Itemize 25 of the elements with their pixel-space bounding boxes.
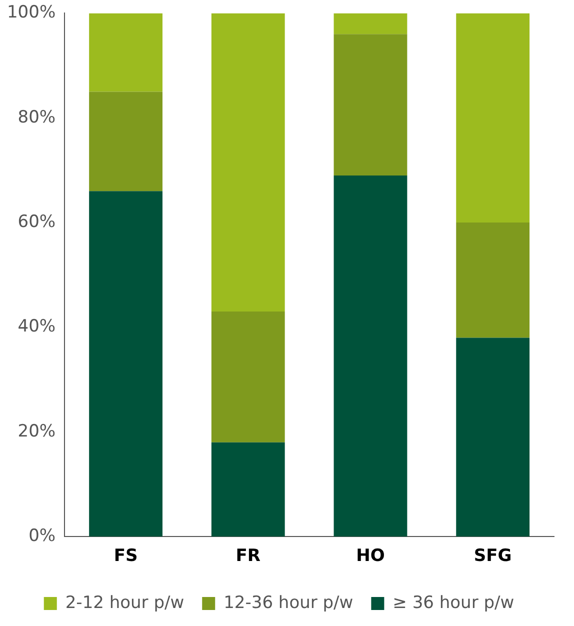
legend-label: 12-36 hour p/w xyxy=(224,592,354,613)
legend-label: 2-12 hour p/w xyxy=(65,592,184,613)
x-tick-label: SFG xyxy=(474,546,512,566)
bar xyxy=(456,13,530,223)
y-tick-label: 80% xyxy=(18,107,56,128)
y-tick-label: 0% xyxy=(28,526,56,546)
bar xyxy=(89,13,162,92)
bar xyxy=(89,191,162,537)
x-tick-label: HO xyxy=(356,546,385,566)
y-tick-label: 40% xyxy=(18,316,56,337)
y-tick-label: 100% xyxy=(6,2,56,23)
x-tick-label: FS xyxy=(114,546,138,566)
bar xyxy=(334,13,408,34)
y-tick-label: 60% xyxy=(18,212,56,232)
bar xyxy=(334,175,408,537)
bar xyxy=(89,92,162,192)
bar xyxy=(456,338,530,537)
bar xyxy=(211,442,285,537)
legend-label: ≥ 36 hour p/w xyxy=(392,592,514,613)
bar xyxy=(211,312,285,442)
bar xyxy=(334,34,408,176)
y-tick-label: 20% xyxy=(18,421,56,442)
bar xyxy=(456,222,530,338)
x-tick-label: FR xyxy=(236,546,260,566)
bar xyxy=(211,13,285,312)
